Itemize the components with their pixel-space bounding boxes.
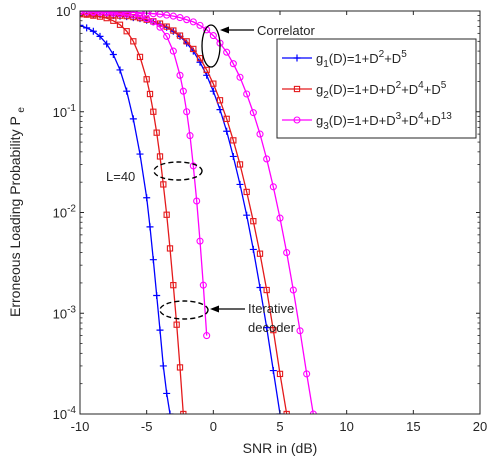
y-tick-label: 10-3 [53, 304, 77, 321]
series-1-iterative-point [123, 88, 130, 95]
series-1-iterative-point [117, 66, 124, 73]
x-tick-label: 20 [473, 419, 487, 434]
iterative-annotation-line: decoder [248, 320, 296, 335]
series-1-iterative-point [150, 256, 157, 263]
series-2-correlator-point [331, 442, 336, 447]
l40-annotation: L=40 [106, 169, 135, 184]
series-1-iterative-point [170, 420, 177, 427]
series-1-correlator-point [230, 153, 237, 160]
x-tick-label: -5 [141, 419, 153, 434]
series-2-iterative-point [184, 427, 189, 432]
y-axis-label-main: Erroneous Loading Probability P [7, 116, 23, 317]
series-1-correlator-point [283, 433, 290, 440]
series-1-correlator-point [237, 181, 244, 188]
series-1-correlator-point [257, 284, 264, 291]
x-tick-label: 0 [210, 419, 217, 434]
x-axis-label: SNR in (dB) [243, 440, 318, 456]
series-2-iterative-point [187, 434, 192, 439]
series-1-iterative-point [143, 194, 150, 201]
series-2-iterative-line [80, 14, 193, 444]
y-tick-label: 10-1 [53, 103, 77, 120]
series-1-correlator-point [243, 212, 250, 219]
series-1-iterative-point [157, 327, 164, 334]
series-3-correlator-point [330, 441, 336, 447]
series-1-iterative-point [83, 24, 90, 31]
series-3-correlator-point [344, 441, 350, 447]
x-tick-label: 15 [406, 419, 420, 434]
y-tick-label: 100 [56, 2, 76, 19]
series-3-correlator-point [317, 433, 323, 439]
series-1-correlator-point [270, 367, 277, 374]
series-2-correlator-point [291, 434, 296, 439]
series-1-correlator-point [250, 246, 257, 253]
series-2-correlator-point [337, 442, 342, 447]
series-1-correlator-point [330, 451, 337, 458]
series-3-correlator-point [324, 441, 330, 447]
series-2-correlator-point [317, 442, 322, 447]
series-2-iterative-point [191, 442, 196, 447]
series-1-iterative-point [110, 51, 117, 58]
series-1-iterative-point [160, 362, 167, 369]
correlator-arrow-head [220, 27, 229, 34]
iterative-annotation-line: Iterative [248, 301, 294, 316]
series-1-iterative-point [147, 223, 154, 230]
x-tick-label: 5 [276, 419, 283, 434]
x-tick-label: -10 [71, 419, 90, 434]
series-1-iterative-point [137, 151, 144, 158]
series-3-correlator-point [337, 441, 343, 447]
y-tick-label: 10-2 [53, 204, 77, 221]
series-2-correlator-point [324, 442, 329, 447]
series-1-iterative-point [173, 426, 180, 433]
x-tick-label: 10 [339, 419, 353, 434]
series-1-iterative-point [130, 115, 137, 122]
iterative-ellipse [160, 301, 208, 319]
series-1-correlator-point [323, 451, 330, 458]
correlator-annotation: Correlator [257, 23, 315, 38]
correlator-ellipse [202, 25, 220, 67]
series-1-iterative-point [153, 292, 160, 299]
iterative-arrow-head [210, 306, 219, 313]
series-1-iterative-point [177, 433, 184, 440]
legend: g1(D)=1+D2+D5g2(D)=1+D+D2+D4+D5g3(D)=1+D… [277, 39, 476, 138]
series-1-iterative-point [163, 390, 170, 397]
series-1-iterative-line [80, 25, 180, 436]
series-1-correlator-point [317, 451, 324, 458]
y-axis-label-subscript: e [16, 107, 27, 113]
y-axis-label: Erroneous Loading Probability P e [7, 107, 27, 317]
